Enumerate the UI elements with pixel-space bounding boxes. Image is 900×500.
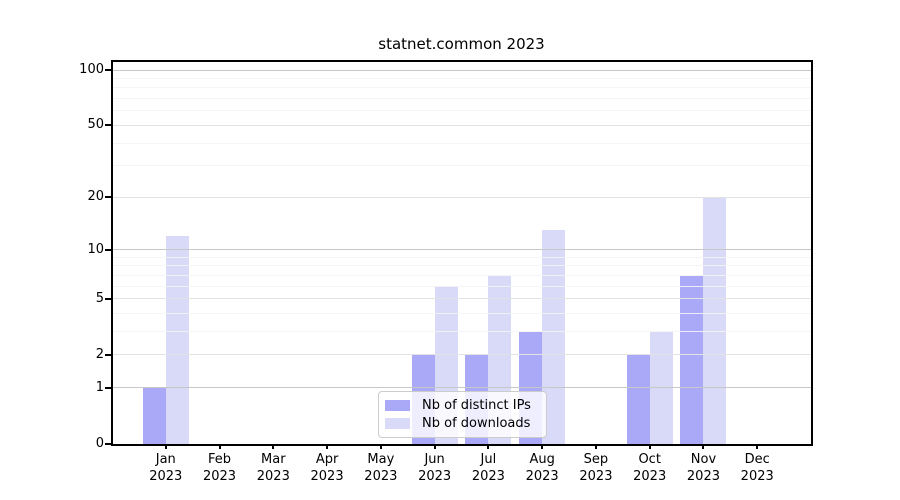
- gridline-minor: [112, 331, 811, 333]
- x-tick-year: 2023: [471, 469, 505, 484]
- y-tick: [105, 386, 111, 389]
- gridline-major-emphasized: [112, 69, 811, 71]
- x-tick-label: Apr 2023: [299, 451, 355, 485]
- x-tick-label: Jul 2023: [460, 451, 516, 485]
- legend-entry-distinct-ips: Nb of distinct IPs: [385, 398, 538, 413]
- gridline-minor: [112, 265, 811, 267]
- legend-entry-downloads: Nb of downloads: [385, 416, 538, 431]
- x-tick-month: Oct: [638, 452, 661, 467]
- y-tick-label: 2: [95, 346, 104, 362]
- legend-label-downloads: Nb of downloads: [422, 416, 531, 432]
- x-tick: [702, 444, 705, 449]
- x-tick-year: 2023: [364, 469, 398, 484]
- x-tick-year: 2023: [633, 469, 667, 484]
- x-tick-label: Jan 2023: [138, 451, 194, 485]
- x-tick: [541, 444, 544, 449]
- x-tick-label: Jun 2023: [407, 451, 463, 485]
- gridline-major: [112, 298, 811, 300]
- x-tick-year: 2023: [418, 469, 452, 484]
- x-tick-month: Mar: [261, 452, 286, 467]
- x-tick-year: 2023: [149, 469, 183, 484]
- legend-label-distinct-ips: Nb of distinct IPs: [422, 397, 531, 413]
- x-tick-label: Nov 2023: [675, 451, 731, 485]
- y-tick-label: 20: [87, 189, 104, 205]
- x-tick: [487, 444, 490, 449]
- x-tick-month: Nov: [690, 452, 717, 467]
- x-tick: [272, 444, 275, 449]
- x-tick: [756, 444, 759, 449]
- bar-downloads: [165, 236, 189, 444]
- x-tick: [379, 444, 382, 449]
- chart-title: statnet.common 2023: [378, 35, 545, 53]
- gridline-major: [112, 354, 811, 356]
- x-tick-year: 2023: [579, 469, 613, 484]
- y-tick-label: 5: [95, 290, 104, 306]
- x-tick-year: 2023: [525, 469, 559, 484]
- y-tick-label: 50: [87, 117, 104, 133]
- bar-downloads: [703, 197, 727, 444]
- x-tick-month: Jul: [480, 452, 497, 467]
- bar-distinct-ips: [626, 354, 650, 444]
- x-tick: [326, 444, 329, 449]
- y-tick: [105, 297, 111, 300]
- x-tick: [594, 444, 597, 449]
- gridline-minor: [112, 313, 811, 315]
- gridline-minor: [112, 256, 811, 258]
- x-tick: [648, 444, 651, 449]
- x-tick: [433, 444, 436, 449]
- gridline-minor: [112, 275, 811, 277]
- y-tick: [105, 124, 111, 127]
- gridline-minor: [112, 98, 811, 100]
- x-tick-label: Mar 2023: [245, 451, 301, 485]
- y-tick: [105, 443, 111, 445]
- gridline-minor: [112, 165, 811, 167]
- gridline-minor: [112, 142, 811, 144]
- gridline-minor: [112, 78, 811, 80]
- x-tick-label: Aug 2023: [514, 451, 570, 485]
- y-tick-label: 1: [95, 379, 104, 395]
- x-tick-month: May: [367, 452, 395, 467]
- x-tick-year: 2023: [202, 469, 237, 484]
- bar-distinct-ips: [680, 275, 704, 444]
- x-tick: [164, 444, 167, 449]
- bar-downloads: [542, 230, 566, 444]
- x-tick-label: Sep 2023: [568, 451, 624, 485]
- x-tick-year: 2023: [740, 469, 774, 484]
- y-tick-label: 10: [87, 241, 104, 257]
- x-tick-year: 2023: [310, 469, 344, 484]
- gridline-minor: [112, 87, 811, 89]
- x-tick-label: Dec 2023: [729, 451, 785, 485]
- x-tick: [218, 444, 221, 449]
- gridline-major-emphasized: [112, 387, 811, 389]
- gridline-major-emphasized: [112, 249, 811, 251]
- x-tick-month: Dec: [744, 452, 770, 467]
- y-tick: [105, 353, 111, 356]
- x-tick-month: Feb: [208, 452, 232, 467]
- legend: Nb of distinct IPs Nb of downloads: [378, 391, 547, 438]
- x-tick-label: May 2023: [353, 451, 409, 485]
- y-tick: [105, 248, 111, 251]
- y-tick: [105, 69, 111, 72]
- legend-swatch-downloads: [385, 418, 410, 430]
- gridline-minor: [112, 285, 811, 287]
- x-tick-month: Sep: [583, 452, 609, 467]
- bar-distinct-ips: [142, 387, 166, 444]
- legend-swatch-distinct-ips: [385, 399, 410, 411]
- y-tick-label: 0: [95, 436, 104, 451]
- x-tick-label: Oct 2023: [622, 451, 678, 485]
- y-tick-label: 100: [79, 62, 104, 78]
- x-tick-month: Apr: [315, 452, 339, 467]
- gridline-major: [112, 124, 811, 126]
- gridline-minor: [112, 110, 811, 112]
- x-tick-month: Aug: [529, 452, 555, 467]
- x-tick-month: Jan: [155, 452, 176, 467]
- gridline-major: [112, 196, 811, 198]
- x-tick-year: 2023: [256, 469, 290, 484]
- x-tick-month: Jun: [424, 452, 445, 467]
- y-tick: [105, 196, 111, 199]
- x-tick-label: Feb 2023: [192, 451, 248, 485]
- x-tick-year: 2023: [686, 469, 720, 484]
